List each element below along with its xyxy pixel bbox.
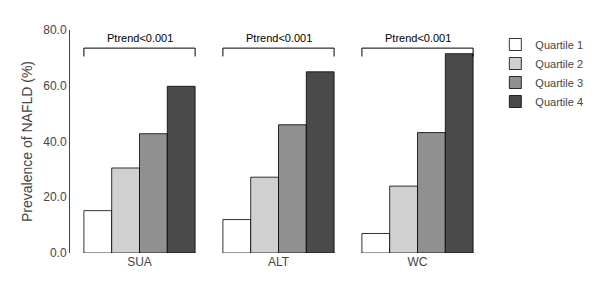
svg-text:WC: WC bbox=[408, 255, 428, 269]
svg-text:Ptrend<0.001: Ptrend<0.001 bbox=[246, 32, 312, 44]
svg-text:Quartile 4: Quartile 4 bbox=[535, 96, 583, 108]
svg-text:Prevalence of NAFLD (%): Prevalence of NAFLD (%) bbox=[19, 61, 35, 222]
svg-text:ALT: ALT bbox=[268, 255, 290, 269]
svg-text:40.0: 40.0 bbox=[43, 135, 67, 149]
svg-text:80.0: 80.0 bbox=[43, 23, 67, 37]
svg-text:SUA: SUA bbox=[127, 255, 152, 269]
svg-text:20.0: 20.0 bbox=[43, 190, 67, 204]
svg-text:Quartile 3: Quartile 3 bbox=[535, 77, 583, 89]
svg-text:Ptrend<0.001: Ptrend<0.001 bbox=[385, 32, 451, 44]
svg-text:Ptrend<0.001: Ptrend<0.001 bbox=[107, 32, 173, 44]
svg-text:Quartile 2: Quartile 2 bbox=[535, 58, 583, 70]
svg-text:0.0: 0.0 bbox=[50, 246, 67, 260]
svg-text:Quartile 1: Quartile 1 bbox=[535, 39, 583, 51]
svg-text:60.0: 60.0 bbox=[43, 79, 67, 93]
